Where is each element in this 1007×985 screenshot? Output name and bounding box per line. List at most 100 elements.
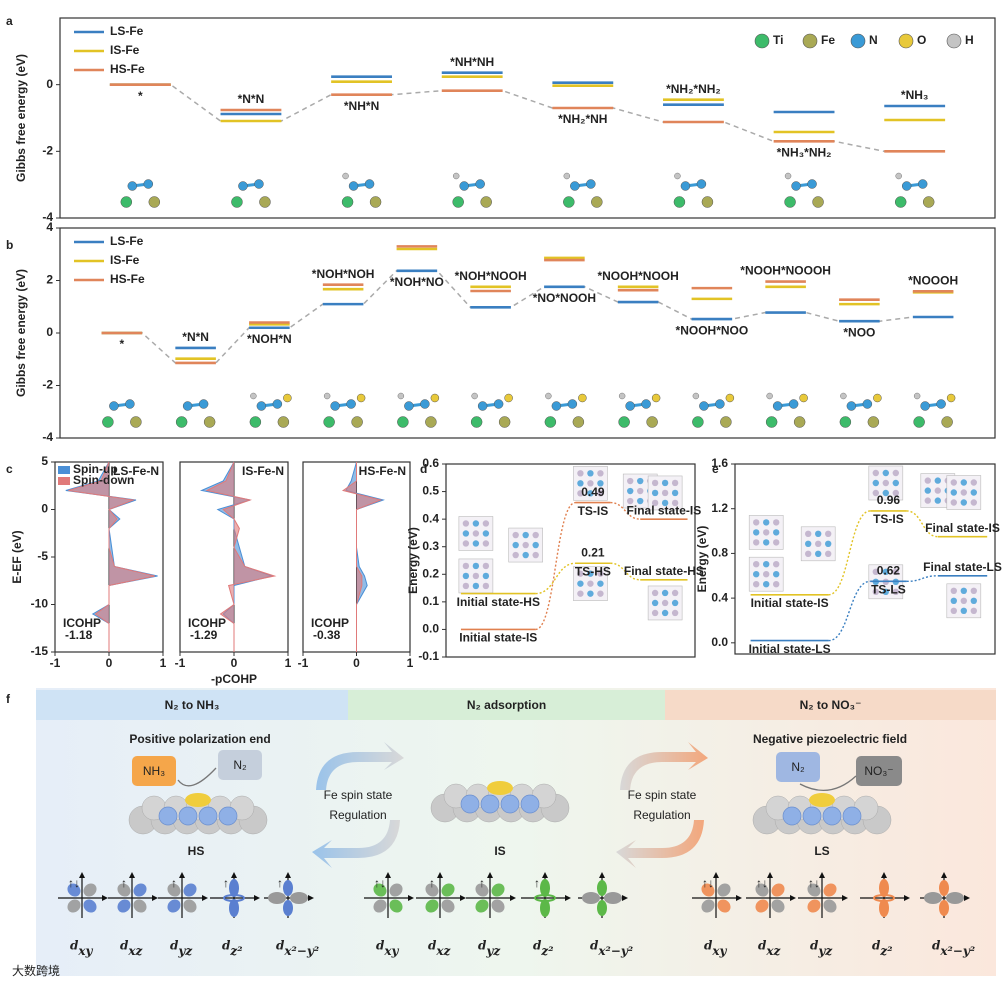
snapshot-atom: [482, 540, 490, 547]
snapshot-atom: [882, 479, 889, 487]
category-label: *NH₂*NH₂: [666, 82, 721, 96]
surface-n-atom: [500, 794, 520, 814]
orbital-arrowhead: [819, 872, 825, 878]
snapshot-atom: [637, 477, 644, 485]
atom-legend-swatch: [850, 33, 866, 49]
orbital-subscript: xz: [765, 944, 781, 958]
panel-letter: c: [6, 462, 13, 476]
snapshot-atom: [577, 490, 584, 497]
atom-icon: [867, 416, 880, 428]
state-label: TS-IS: [873, 512, 904, 526]
orbital-lobe: [491, 883, 505, 897]
atom-legend-swatch: [898, 33, 914, 49]
surface-n-atom: [178, 806, 198, 826]
snapshot-atom: [577, 580, 584, 587]
state-label: TS-LS: [871, 583, 906, 597]
snapshot-atom: [763, 581, 770, 588]
atom-icon: [570, 181, 580, 191]
snapshot-atom: [671, 479, 679, 487]
orbital-arrowhead: [308, 895, 314, 901]
orbital-subscript: x²−y²: [939, 944, 975, 958]
category-label: *NOH*NOOH: [455, 269, 527, 283]
pathway-curve: [906, 510, 938, 538]
snapshot-atom: [512, 541, 519, 549]
atom-icon: [452, 196, 464, 208]
atom-icon: [397, 416, 409, 428]
adsorbate: [185, 793, 211, 807]
cohp-title: LS-Fe-N: [113, 464, 159, 478]
snapshot-atom: [472, 572, 480, 580]
atom-icon: [696, 179, 707, 189]
cycle-arrow: [312, 820, 400, 868]
surface-n-atom: [218, 806, 238, 826]
orbital-occupancy: ↑↓: [374, 876, 386, 890]
orbital-lobe: [946, 892, 964, 904]
orbital-glyph: [578, 872, 628, 918]
orbital-lobe: [133, 883, 147, 897]
orbital-arrowhead: [285, 872, 291, 878]
atom-icon: [586, 179, 596, 189]
atom-icon: [674, 172, 681, 180]
orbital-glyph: [920, 872, 970, 918]
orbital-lobe: [475, 883, 489, 897]
orbital-arrowhead: [542, 872, 548, 878]
orbital-arrowhead: [487, 872, 493, 878]
snapshot-atom: [960, 479, 967, 486]
y-tick-label: -15: [31, 644, 49, 658]
orbital-arrowhead: [881, 872, 887, 878]
orbital-lobe: [373, 883, 387, 897]
orbital-ring: [534, 894, 556, 902]
atom-icon: [895, 172, 902, 180]
panel-letter: e: [712, 462, 719, 476]
cycle-arrow: [316, 742, 404, 790]
snapshot-atom: [671, 499, 679, 507]
atom-icon: [701, 196, 714, 208]
category-label: *NH₃*NH₂: [777, 146, 832, 160]
orbital-glyph: [264, 872, 314, 918]
orbital-lobe: [441, 883, 455, 897]
atom-icon: [699, 401, 709, 411]
snapshot-atom: [934, 487, 941, 494]
orbital-arrowhead: [460, 895, 466, 901]
orbital-lobe: [582, 892, 600, 904]
barrier-label: 0.49: [581, 485, 605, 499]
orbital-lobe: [924, 892, 942, 904]
orbital-glyph: [798, 872, 848, 918]
snapshot-atom: [522, 551, 529, 559]
atom-icon: [625, 401, 635, 411]
orbital-lobe: [540, 899, 550, 917]
snapshot-atom: [577, 470, 584, 477]
y-axis-label: Gibbs free energy (eV): [14, 269, 28, 397]
orbital-subscript: xy: [77, 944, 93, 958]
snapshot-atom: [805, 530, 812, 537]
snapshot-atom: [512, 531, 519, 539]
atom-icon: [551, 401, 562, 411]
orbital-label: dx²−y²: [590, 939, 633, 958]
orbital-subscript: xy: [383, 944, 399, 958]
atom-icon: [545, 392, 552, 400]
snapshot-atom: [522, 531, 529, 539]
atom-icon: [182, 401, 193, 411]
atom-legend-label: O: [917, 33, 926, 47]
orbital-arrowhead: [964, 895, 970, 901]
atom-icon: [148, 196, 161, 208]
snapshot-atom: [627, 497, 634, 505]
section-title: N₂ to NO₃⁻: [800, 698, 862, 712]
product-box: [132, 756, 176, 786]
snapshot-atom: [587, 580, 594, 587]
orbital-arrowhead: [842, 895, 848, 901]
snapshot-atom: [482, 572, 490, 580]
snapshot-atom: [462, 540, 470, 547]
y-tick-label: 0.4: [711, 590, 728, 604]
state-label: Final state-HS: [624, 564, 704, 578]
orbital-lobe: [491, 899, 505, 913]
orbital-lobe: [540, 879, 550, 897]
category-label: *: [120, 337, 125, 351]
orbital-subscript: xz: [435, 944, 451, 958]
snapshot-atom: [661, 499, 669, 507]
atom-icon: [788, 399, 799, 409]
atom-icon: [425, 416, 437, 428]
y-tick-label: 0.1: [422, 594, 439, 608]
atom-icon: [356, 393, 366, 403]
atom-icon: [203, 416, 216, 428]
